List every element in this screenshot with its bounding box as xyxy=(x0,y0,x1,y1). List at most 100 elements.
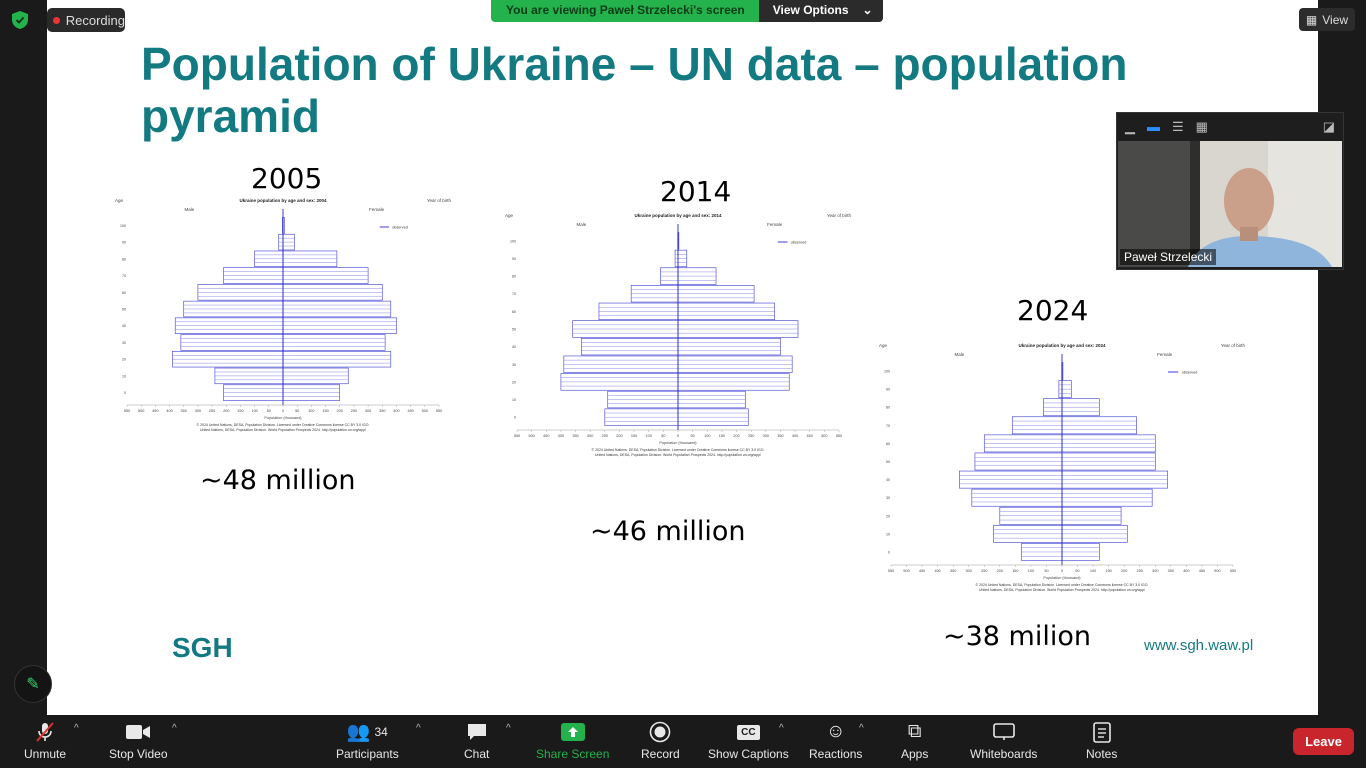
x-axis-title: Population (thousand) xyxy=(1043,576,1081,580)
legend-observed: observed xyxy=(791,241,807,245)
view-options-button[interactable]: View Options ⌄ xyxy=(758,0,883,22)
legend-observed: observed xyxy=(392,226,408,230)
x-tick-label: 150 xyxy=(1012,569,1018,573)
participants-caret-icon[interactable]: ^ xyxy=(416,723,421,734)
age-tick-label: 50 xyxy=(512,328,516,332)
source-note-2: United Nations, DESA, Population Divisio… xyxy=(200,428,366,432)
age-tick-label: 40 xyxy=(122,324,126,328)
exit-panel-icon[interactable]: ◪ xyxy=(1322,118,1335,134)
age-tick-label: 70 xyxy=(512,292,516,296)
share-screen-button[interactable]: Share Screen xyxy=(536,719,609,761)
x-tick-label: 350 xyxy=(950,569,956,573)
birth-year-label: Year of birth xyxy=(827,213,852,218)
notes-button[interactable]: Notes xyxy=(1086,719,1117,761)
video-options-caret-icon[interactable]: ^ xyxy=(172,723,177,734)
x-tick-label: 50 xyxy=(1044,569,1048,573)
age-tick-label: 80 xyxy=(122,257,126,261)
x-tick-label: 400 xyxy=(558,434,564,438)
age-tick-label: 70 xyxy=(886,424,890,428)
age-tick-label: 10 xyxy=(512,398,516,402)
view-button[interactable]: ▦ View xyxy=(1299,8,1355,31)
captions-caret-icon[interactable]: ^ xyxy=(779,723,784,734)
pyramid-chart-2014: Ukraine population by age and sex: 2014 A… xyxy=(503,210,853,470)
reactions-button[interactable]: ☺ Reactions xyxy=(809,719,862,761)
age-tick-label: 90 xyxy=(512,257,516,261)
age-tick-label: 60 xyxy=(122,291,126,295)
age-axis-label: Age xyxy=(505,213,514,218)
slide-title: Population of Ukraine – UN data – popula… xyxy=(141,38,1128,142)
x-tick-label: 450 xyxy=(407,409,413,413)
x-tick-label: 300 xyxy=(365,409,371,413)
source-note-1: © 2024 United Nations, DESA, Population … xyxy=(592,448,765,452)
video-thumbnail-panel[interactable]: ▁ ▬ ☰ ▦ ◪ Paweł Strzelecki xyxy=(1116,112,1344,270)
gallery-view-icon[interactable]: ▦ xyxy=(1195,118,1208,134)
source-note-1: © 2024 United Nations, DESA, Population … xyxy=(976,583,1149,587)
x-tick-label: 400 xyxy=(792,434,798,438)
female-label: Female xyxy=(767,222,783,227)
leave-button[interactable]: Leave xyxy=(1293,728,1354,755)
annotate-pen-button[interactable]: ✎ xyxy=(14,665,52,703)
chat-label: Chat xyxy=(464,747,490,761)
notes-icon xyxy=(1092,719,1111,745)
age-axis-label: Age xyxy=(879,343,888,348)
year-label-2005: 2005 xyxy=(251,162,323,195)
x-tick-label: 500 xyxy=(1214,569,1220,573)
speaker-view-icon[interactable]: ☰ xyxy=(1172,118,1184,134)
x-tick-label: 100 xyxy=(646,434,652,438)
show-captions-button[interactable]: CC Show Captions xyxy=(708,719,789,761)
unmute-button[interactable]: Unmute xyxy=(24,719,66,761)
viewing-message: You are viewing Paweł Strzelecki's scree… xyxy=(491,0,759,22)
chat-button[interactable]: Chat xyxy=(464,719,489,761)
age-tick-label: 40 xyxy=(512,345,516,349)
age-tick-label: 100 xyxy=(120,224,126,228)
recording-indicator[interactable]: Recording xyxy=(47,8,125,32)
age-tick-label: 40 xyxy=(886,478,890,482)
participants-button[interactable]: 👥 34 Participants xyxy=(336,719,399,761)
x-tick-label: 300 xyxy=(966,569,972,573)
x-tick-label: 550 xyxy=(888,569,894,573)
population-2005: ~48 million xyxy=(200,465,356,496)
audio-options-caret-icon[interactable]: ^ xyxy=(74,723,79,734)
x-tick-label: 100 xyxy=(251,409,257,413)
x-tick-label: 200 xyxy=(616,434,622,438)
x-tick-label: 550 xyxy=(836,434,842,438)
encryption-shield-icon[interactable] xyxy=(12,11,28,29)
age-tick-label: 100 xyxy=(510,239,516,243)
birth-year-label: Year of birth xyxy=(427,198,452,203)
show-captions-label: Show Captions xyxy=(708,747,789,761)
x-tick-label: 200 xyxy=(1121,569,1127,573)
minimize-icon[interactable]: ▁ xyxy=(1125,118,1135,134)
age-tick-label: 100 xyxy=(884,370,890,374)
participant-video: Paweł Strzelecki xyxy=(1118,141,1342,267)
year-label-2014: 2014 xyxy=(660,175,732,208)
whiteboard-icon xyxy=(992,719,1015,745)
viewing-banner: You are viewing Paweł Strzelecki's scree… xyxy=(491,0,883,22)
stop-video-button[interactable]: Stop Video xyxy=(109,719,168,761)
x-tick-label: 150 xyxy=(631,434,637,438)
x-tick-label: 150 xyxy=(719,434,725,438)
x-tick-label: 300 xyxy=(1152,569,1158,573)
x-tick-label: 300 xyxy=(195,409,201,413)
apps-button[interactable]: ⧉ Apps xyxy=(901,719,928,761)
whiteboards-button[interactable]: Whiteboards xyxy=(970,719,1037,761)
sgh-url: www.sgh.waw.pl xyxy=(1144,637,1254,654)
x-tick-label: 550 xyxy=(436,409,442,413)
x-tick-label: 300 xyxy=(587,434,593,438)
view-label: View xyxy=(1322,12,1349,27)
x-tick-label: 450 xyxy=(1199,569,1205,573)
source-note-2: United Nations, DESA, Population Divisio… xyxy=(595,453,761,457)
thumbnail-view-icon[interactable]: ▬ xyxy=(1147,119,1160,134)
x-tick-label: 0 xyxy=(1061,569,1063,573)
chat-caret-icon[interactable]: ^ xyxy=(506,723,511,734)
smiley-icon: ☺ xyxy=(825,721,846,742)
reactions-caret-icon[interactable]: ^ xyxy=(859,723,864,734)
record-button[interactable]: Record xyxy=(641,719,680,761)
microphone-muted-icon xyxy=(33,719,57,745)
x-tick-label: 500 xyxy=(821,434,827,438)
stop-video-label: Stop Video xyxy=(109,747,168,761)
camera-icon xyxy=(125,719,151,745)
unmute-label: Unmute xyxy=(24,747,67,761)
x-tick-label: 550 xyxy=(1230,569,1236,573)
x-tick-label: 50 xyxy=(661,434,665,438)
share-screen-label: Share Screen xyxy=(536,747,610,761)
